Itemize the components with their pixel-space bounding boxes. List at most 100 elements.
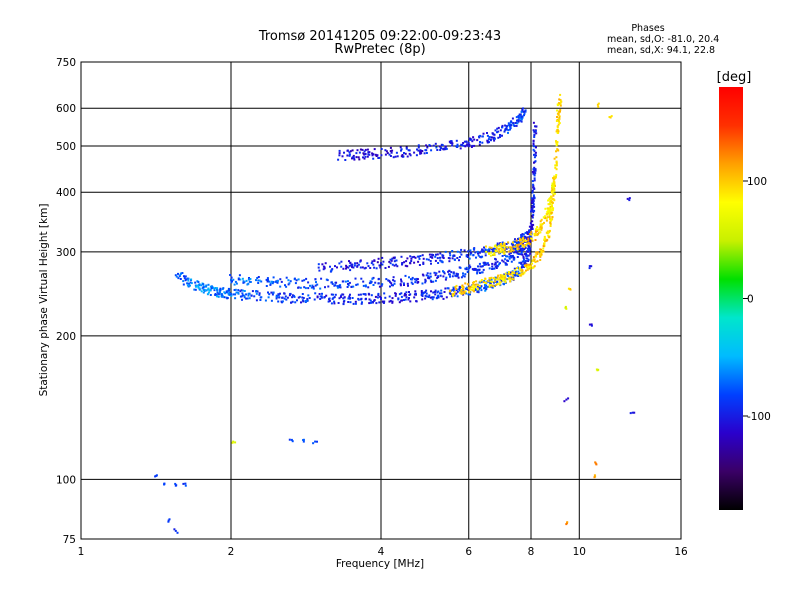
echo-dot (336, 285, 339, 288)
echo-dot (178, 274, 181, 277)
echo-dot (471, 144, 474, 147)
echo-dot (314, 292, 317, 295)
data-point (436, 257, 439, 260)
echo-dot (532, 258, 535, 261)
echo-dot (182, 482, 185, 485)
echo-dot (410, 257, 413, 260)
echo-dot (508, 253, 511, 256)
echo-dot (267, 296, 270, 299)
echo-dot (227, 287, 230, 290)
echo-dot (519, 243, 522, 245)
echo-dot (531, 259, 534, 262)
echo-dot (507, 122, 510, 125)
echo-dot (309, 284, 311, 287)
echo-dot (384, 296, 387, 299)
echo-dot (439, 252, 442, 255)
echo-dot (440, 292, 443, 295)
echo-dot (456, 295, 459, 298)
echo-dot (509, 273, 512, 276)
echo-dot (400, 255, 403, 258)
echo-dot (319, 295, 322, 298)
echo-dot (473, 285, 476, 288)
echo-dot (529, 252, 532, 255)
echo-dot (540, 253, 543, 256)
echo-dot (501, 126, 504, 129)
echo-dot (492, 285, 495, 288)
echo-dot (497, 250, 500, 253)
echo-dot (554, 164, 557, 167)
echo-dot (557, 123, 560, 126)
echo-dot (440, 289, 443, 292)
echo-dot (233, 289, 236, 291)
echo-dot (277, 293, 280, 296)
echo-dot (415, 154, 418, 157)
x-tick-label: 4 (378, 546, 385, 558)
echo-dot (477, 291, 480, 294)
echo-dot (283, 297, 286, 300)
echo-dot (407, 284, 409, 287)
echo-dot (532, 197, 535, 200)
echo-dot (552, 186, 555, 189)
echo-dot (556, 109, 559, 112)
echo-dot (231, 280, 233, 283)
echo-dot (370, 262, 373, 265)
echo-dot (533, 174, 536, 176)
data-point (294, 282, 297, 285)
echo-dot (348, 153, 351, 156)
echo-dot (477, 268, 480, 271)
echo-dot (517, 237, 520, 240)
echo-dot (380, 284, 383, 287)
echo-dot (434, 255, 437, 258)
echo-dot (503, 245, 506, 248)
echo-dot (546, 216, 549, 219)
echo-dot (532, 129, 535, 132)
echo-dot (391, 297, 394, 300)
echo-dot (537, 228, 540, 231)
data-points (154, 93, 636, 534)
echo-dot (494, 276, 497, 279)
echo-dot (186, 284, 189, 287)
echo-dot (557, 130, 560, 133)
echo-dot (334, 265, 336, 268)
echo-dot (458, 287, 461, 290)
echo-dot (533, 265, 536, 268)
echo-dot (519, 119, 522, 122)
echo-dot (468, 257, 471, 260)
echo-dot (496, 242, 499, 245)
echo-dot (441, 254, 444, 257)
echo-dot (347, 283, 349, 285)
echo-dot (549, 209, 552, 212)
echo-dot (465, 268, 468, 271)
echo-dot (439, 295, 442, 298)
echo-dot (533, 258, 536, 261)
echo-dot (207, 287, 210, 290)
echo-dot (524, 264, 526, 267)
echo-dot (187, 277, 190, 280)
echo-dot (549, 223, 552, 225)
echo-dot (429, 275, 432, 278)
echo-dot (317, 263, 320, 266)
echo-dot (549, 221, 552, 224)
echo-dot (509, 124, 512, 127)
echo-dot (511, 254, 514, 257)
echo-dot (482, 281, 485, 284)
echo-dot (497, 274, 500, 277)
echo-dot (365, 297, 367, 300)
echo-dot (469, 251, 472, 254)
echo-dot (455, 287, 458, 290)
echo-dot (482, 249, 484, 252)
echo-dot (358, 158, 361, 161)
echo-dot (324, 286, 326, 289)
echo-dot (425, 274, 428, 277)
echo-dot (421, 273, 424, 276)
echo-dot (513, 250, 516, 253)
echo-dot (424, 291, 427, 294)
echo-dot (281, 296, 284, 299)
echo-dot (531, 197, 533, 200)
echo-dot (544, 207, 547, 210)
echo-dot (498, 248, 500, 251)
chart-header: Tromsø 20141205 09:22:00-09:23:43 RwPret… (258, 29, 501, 57)
echo-dot (257, 282, 260, 284)
echo-dot (532, 139, 535, 142)
echo-dot (341, 293, 344, 296)
